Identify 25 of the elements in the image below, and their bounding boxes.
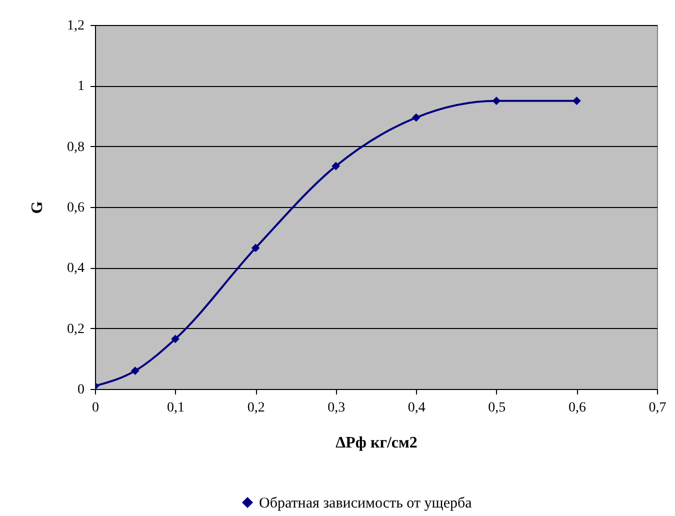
point: [492, 96, 501, 106]
y-tick-label: 0,8: [67, 140, 84, 155]
x-tick-label: 0,3: [328, 400, 346, 416]
x-tick-label: 0,1: [167, 400, 185, 416]
point: [130, 366, 140, 375]
x-tick-label: 0,4: [408, 400, 426, 416]
x-tick-label: 0,2: [247, 400, 265, 416]
point: [412, 113, 420, 122]
y-tick-label: 0,2: [67, 322, 84, 337]
y-tick-label: 0,4: [67, 261, 84, 276]
point: [171, 334, 180, 344]
point: [572, 96, 581, 106]
y-tick-label: 1,2: [67, 18, 84, 34]
legend-label: Обратная зависимость от ущерба: [259, 496, 472, 512]
x-axis-title: ΔPф кг/см2: [336, 434, 418, 452]
x-tick-label: 0,5: [488, 400, 506, 416]
point: [332, 162, 340, 170]
y-tick-label: 0,6: [67, 200, 84, 216]
point: [251, 244, 260, 252]
x-tick-label: 0,6: [568, 400, 586, 416]
y-tick-label: 1: [78, 79, 84, 94]
x-tick-label: 0,7: [648, 400, 666, 416]
y-tick-label: 0: [78, 382, 84, 398]
x-tick-label: 0: [92, 400, 99, 416]
y-axis-title: G: [29, 200, 46, 214]
